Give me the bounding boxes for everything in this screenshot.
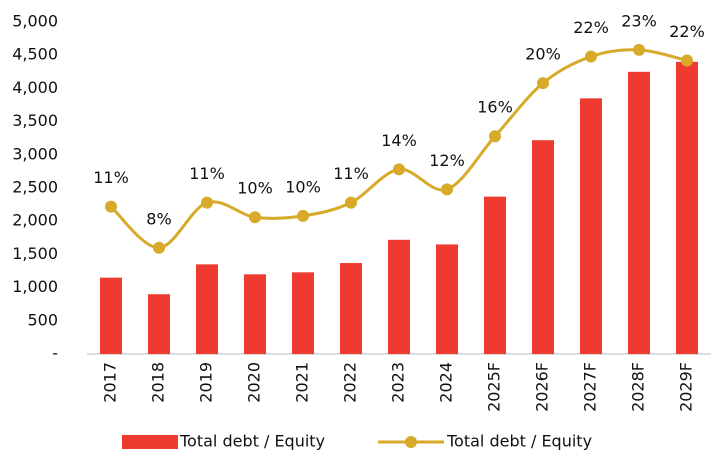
data-label: 22%	[573, 18, 609, 37]
legend-swatch	[405, 436, 417, 448]
x-tick-label: 2023	[389, 362, 408, 403]
point	[585, 50, 597, 63]
data-label: 10%	[237, 179, 273, 198]
y-tick-label: 5,000	[12, 12, 58, 31]
point	[681, 54, 693, 67]
bar	[484, 196, 506, 354]
bar	[292, 272, 314, 354]
data-label: 11%	[333, 164, 369, 183]
x-tick-label: 2021	[293, 362, 312, 403]
y-tick-label: 2,500	[12, 178, 58, 197]
bar	[436, 244, 458, 354]
legend-label: Total debt / Equity	[179, 432, 325, 451]
point	[633, 43, 645, 56]
bar	[196, 264, 218, 354]
y-tick-label: 4,000	[12, 78, 58, 97]
point	[297, 209, 309, 222]
x-tick-label: 2027F	[581, 362, 600, 412]
y-tick-label: 1,000	[12, 277, 58, 296]
point	[249, 211, 261, 224]
x-tick-label: 2026F	[533, 362, 552, 412]
data-label: 11%	[189, 164, 225, 183]
data-label: 23%	[621, 11, 657, 30]
data-label: 10%	[285, 177, 321, 196]
point	[489, 130, 501, 143]
data-label: 14%	[381, 131, 417, 150]
bar	[148, 294, 170, 354]
point	[537, 77, 549, 90]
data-label: 12%	[429, 151, 465, 170]
y-tick-label: -	[52, 344, 58, 363]
data-label: 11%	[93, 168, 129, 187]
x-tick-label: 2019	[197, 362, 216, 403]
y-tick-label: 1,500	[12, 244, 58, 263]
x-tick-label: 2028F	[629, 362, 648, 412]
data-label: 8%	[146, 209, 171, 228]
y-tick-label: 2,000	[12, 211, 58, 230]
bar	[388, 239, 410, 354]
y-tick-label: 3,500	[12, 111, 58, 130]
x-tick-label: 2025F	[485, 362, 504, 412]
y-tick-label: 500	[27, 310, 58, 329]
legend-swatch	[122, 435, 178, 449]
point	[441, 183, 453, 196]
x-tick-label: 2029F	[677, 362, 696, 412]
y-tick-label: 4,500	[12, 45, 58, 64]
point	[105, 200, 117, 213]
bar	[100, 277, 122, 354]
legend-label: Total debt / Equity	[446, 432, 592, 451]
point	[345, 196, 357, 209]
x-tick-label: 2020	[245, 362, 264, 403]
point	[393, 163, 405, 176]
x-tick-label: 2017	[101, 362, 120, 403]
point	[153, 241, 165, 254]
x-tick-label: 2022	[341, 362, 360, 403]
bar	[628, 71, 650, 355]
x-tick-label: 2018	[149, 362, 168, 403]
data-label: 20%	[525, 45, 561, 64]
bar	[340, 263, 362, 354]
bar	[580, 98, 602, 354]
y-tick-label: 3,000	[12, 144, 58, 163]
data-label: 16%	[477, 98, 513, 117]
bar	[244, 274, 266, 354]
bar	[532, 140, 554, 354]
point	[201, 196, 213, 209]
x-tick-label: 2024	[437, 362, 456, 403]
data-label: 22%	[669, 22, 705, 41]
bar	[676, 61, 698, 355]
